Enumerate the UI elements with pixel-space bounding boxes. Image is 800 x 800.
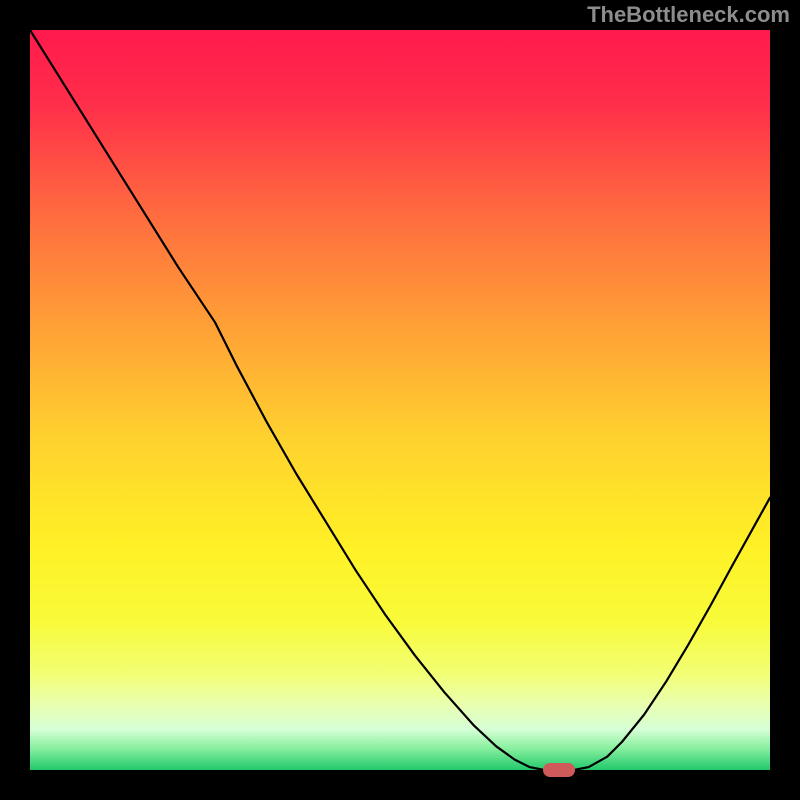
bottleneck-curve (30, 30, 770, 770)
chart-frame: TheBottleneck.com (0, 0, 800, 800)
optimal-point-marker (543, 763, 575, 777)
curve-overlay (0, 0, 800, 800)
